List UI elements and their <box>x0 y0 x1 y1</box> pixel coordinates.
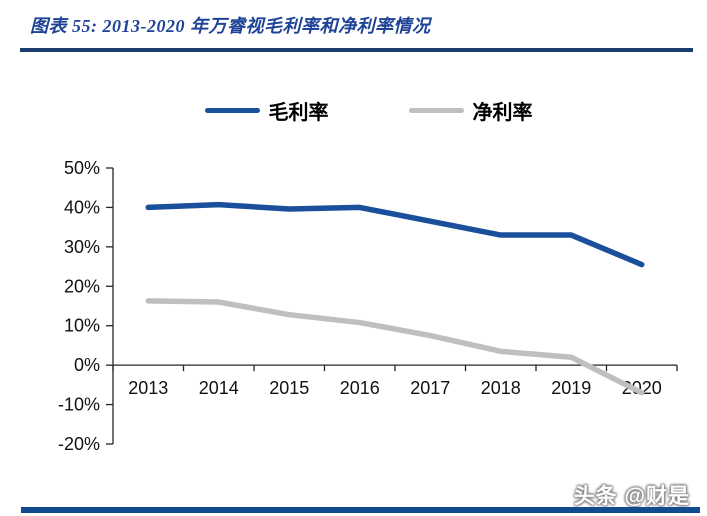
legend-item-gross-margin: 毛利率 <box>204 96 329 125</box>
net-margin-line-swatch <box>408 108 464 113</box>
figure-title: 图表 55: 2013-2020 年万睿视毛利率和净利率情况 <box>30 16 431 36</box>
y-tick-label: 50% <box>64 158 100 178</box>
x-tick-label: 2018 <box>481 378 521 398</box>
x-tick-label: 2020 <box>622 378 662 398</box>
y-tick-label: 10% <box>64 316 100 336</box>
y-tick-label: -10% <box>58 395 100 415</box>
footer-bar <box>21 507 700 513</box>
y-tick-label: 0% <box>74 355 100 375</box>
x-tick-label: 2019 <box>551 378 591 398</box>
plot-area: 50% 40% 30% 20% 10% 0% -10% -20% 2013 2014 2015 201… <box>58 158 678 454</box>
title-divider-rule <box>20 48 693 52</box>
x-tick-label: 2017 <box>410 378 450 398</box>
series-line-毛利率 <box>145 201 645 268</box>
x-tick-label: 2013 <box>128 378 168 398</box>
legend-label-net-margin: 净利率 <box>472 102 533 124</box>
y-tick-label: -20% <box>58 434 100 454</box>
legend-label-gross-margin: 毛利率 <box>268 102 329 124</box>
y-tick-label: 20% <box>64 276 100 296</box>
y-tick-label: 40% <box>64 197 100 217</box>
legend-item-net-margin: 净利率 <box>408 96 533 125</box>
x-tick-label: 2016 <box>340 378 380 398</box>
gross-margin-line-swatch <box>204 108 260 113</box>
watermark-text: 头条 @财是 <box>573 485 690 508</box>
y-tick-label: 30% <box>64 237 100 257</box>
x-tick-label: 2015 <box>269 378 309 398</box>
series-line-净利率 <box>145 298 645 396</box>
chart-legend: 毛利率 净利率 <box>0 96 707 125</box>
x-tick-label: 2014 <box>199 378 239 398</box>
